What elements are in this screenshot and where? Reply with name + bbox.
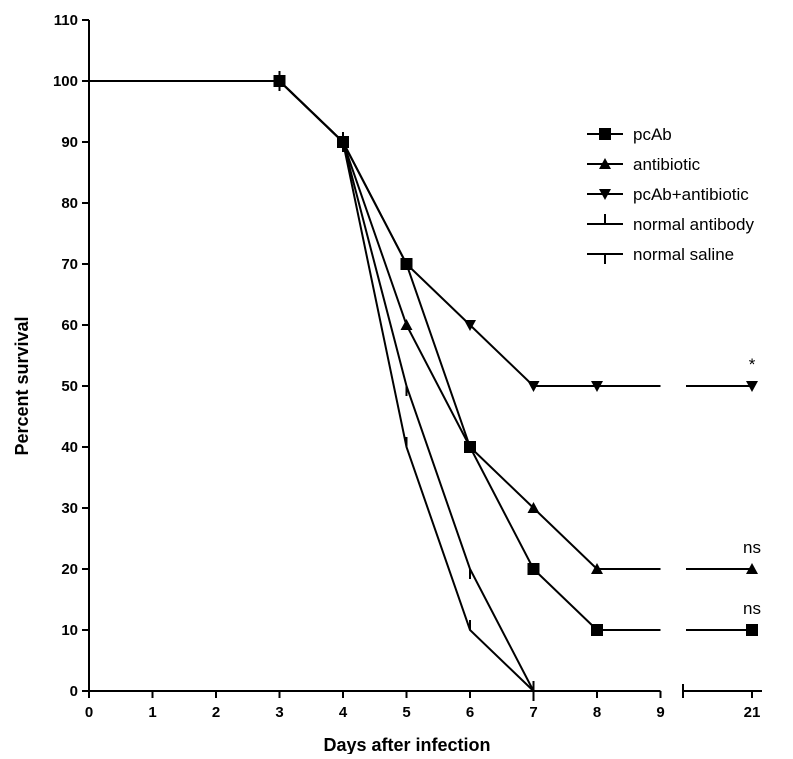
x-tick-label: 7 <box>529 704 537 721</box>
point-antibiotic <box>527 502 540 513</box>
y-tick-label: 80 <box>61 195 78 212</box>
annotation-pcab: ns <box>743 599 761 618</box>
y-tick-label: 0 <box>70 683 78 700</box>
x-tick-label: 0 <box>85 704 93 721</box>
x-tick-label: 8 <box>593 704 601 721</box>
point-antibiotic <box>464 441 476 452</box>
x-tick-label: 4 <box>339 704 348 721</box>
x-axis-title: Days after infection <box>323 735 490 754</box>
series-line-antibiotic <box>89 80 661 570</box>
significance-annotations: ns ns * <box>743 355 761 618</box>
x-tick-label: 9 <box>656 704 664 721</box>
annotation-antibiotic: ns <box>743 538 761 557</box>
point-antibiotic <box>591 563 603 574</box>
point-pcab-antibiotic <box>527 381 540 392</box>
legend-marker-pcab <box>599 128 611 140</box>
legend-marker-pcab-antibiotic <box>599 189 611 200</box>
series-markers <box>273 71 758 701</box>
y-tick-label: 10 <box>61 622 78 639</box>
series-lines <box>89 80 752 692</box>
legend-label-pcab-antibiotic: pcAb+antibiotic <box>633 185 749 204</box>
annotation-pcab-antibiotic: * <box>749 355 756 374</box>
y-tick-label: 110 <box>54 12 78 29</box>
point-pcab-antibiotic <box>746 381 758 392</box>
y-tick-label: 60 <box>61 317 78 334</box>
y-tick-label: 70 <box>61 256 78 273</box>
x-tick-label: 3 <box>275 704 283 721</box>
y-tick-label: 100 <box>53 73 78 90</box>
point-antibiotic <box>400 319 413 330</box>
x-tick-label: 6 <box>466 704 474 721</box>
legend-label-antibiotic: antibiotic <box>633 155 701 174</box>
legend: pcAb antibiotic pcAb+antibiotic normal anti… <box>587 125 754 264</box>
x-tick-label: 5 <box>402 704 410 721</box>
point-pcab-antibiotic <box>464 320 476 331</box>
legend-label-pcab: pcAb <box>633 125 672 144</box>
legend-marker-antibiotic <box>599 158 611 169</box>
y-axis-title: Percent survival <box>12 316 32 455</box>
axes: 0 10 20 30 40 50 60 70 80 90 100 110 0 1 2 3 4 5 6 7 8 9 21 <box>53 12 762 721</box>
x-tick-label: 2 <box>212 704 220 721</box>
point-pcab-antibiotic <box>591 381 603 392</box>
point-pcab <box>591 624 603 636</box>
x-tick-label: 21 <box>744 704 761 721</box>
point-pcab <box>746 624 758 636</box>
legend-label-normal-antibody: normal antibody <box>633 215 754 234</box>
y-tick-label: 50 <box>61 378 78 395</box>
point-pcab <box>527 563 540 575</box>
series-line-normal-antibody <box>89 80 535 692</box>
point-antibiotic <box>746 563 758 574</box>
y-tick-label: 90 <box>61 134 78 151</box>
x-tick-label: 1 <box>148 704 156 721</box>
y-tick-label: 30 <box>61 500 78 517</box>
y-tick-label: 20 <box>61 561 78 578</box>
y-tick-label: 40 <box>61 439 78 456</box>
point-pcab-antibiotic <box>400 259 413 270</box>
legend-label-normal-saline: normal saline <box>633 245 734 264</box>
series-line-normal-saline <box>89 80 535 692</box>
